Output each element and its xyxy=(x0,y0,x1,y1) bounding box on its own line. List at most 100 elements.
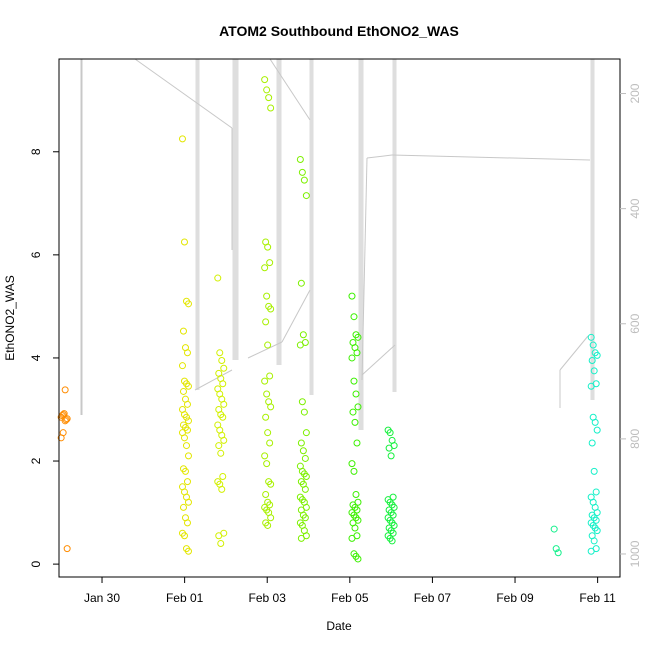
data-point xyxy=(182,413,190,421)
data-point xyxy=(263,292,271,300)
data-point xyxy=(179,327,187,335)
data-point xyxy=(593,351,601,359)
data-point xyxy=(266,372,274,380)
data-point xyxy=(354,403,362,411)
data-point xyxy=(263,86,271,94)
data-point xyxy=(301,485,309,493)
data-point xyxy=(218,485,226,493)
data-point xyxy=(297,534,305,542)
data-point xyxy=(348,292,356,300)
altitude-trace-segment xyxy=(269,58,311,121)
data-point xyxy=(215,532,223,540)
altitude-trace-segment xyxy=(281,289,311,343)
data-point xyxy=(387,452,395,460)
data-point xyxy=(350,377,358,385)
y-tick-label: 0 xyxy=(29,560,43,567)
data-point xyxy=(300,176,308,184)
data-point xyxy=(302,192,310,200)
data-point xyxy=(591,418,599,426)
data-point xyxy=(180,434,188,442)
data-point xyxy=(61,417,69,425)
data-point xyxy=(593,426,601,434)
data-point xyxy=(267,305,275,313)
data-point xyxy=(554,549,562,557)
data-point xyxy=(588,357,596,365)
data-point xyxy=(302,429,310,437)
data-point xyxy=(266,439,274,447)
data-point xyxy=(267,514,275,522)
x-axis-label: Date xyxy=(326,619,352,633)
altitude-trace xyxy=(80,58,595,430)
data-point xyxy=(59,411,67,419)
data-point xyxy=(350,313,358,321)
data-point xyxy=(299,331,307,339)
data-point xyxy=(180,532,188,540)
data-point xyxy=(220,436,228,444)
data-point xyxy=(299,447,307,455)
right-tick-label: 800 xyxy=(628,429,642,449)
data-point xyxy=(178,135,186,143)
data-point xyxy=(264,521,272,529)
data-point xyxy=(261,76,269,84)
x-tick-label: Feb 09 xyxy=(496,591,534,605)
data-point xyxy=(219,413,227,421)
data-point xyxy=(351,418,359,426)
data-point xyxy=(354,333,362,341)
data-point xyxy=(296,156,304,164)
data-point xyxy=(593,527,601,535)
x-axis: Jan 30 Feb 01 Feb 03 Feb 05 Feb 07 Feb 09 Feb … xyxy=(84,577,616,605)
data-point xyxy=(590,367,598,375)
y-axis: 0 2 4 6 8 xyxy=(29,148,59,567)
data-point xyxy=(266,259,274,267)
data-point xyxy=(184,547,192,555)
right-tick-label: 1000 xyxy=(628,540,642,567)
y-axis-label: EthONO2_WAS xyxy=(3,275,17,361)
data-point xyxy=(220,364,228,372)
data-point xyxy=(262,413,270,421)
right-axis: 200 400 600 800 1000 xyxy=(620,83,642,567)
data-point xyxy=(61,386,69,394)
data-point xyxy=(587,382,595,390)
data-point xyxy=(262,318,270,326)
data-point xyxy=(297,439,305,447)
data-point xyxy=(354,555,362,563)
data-point xyxy=(220,400,228,408)
data-point xyxy=(348,460,356,468)
data-point xyxy=(385,444,393,452)
altitude-trace-segment xyxy=(134,58,233,129)
data-point xyxy=(261,264,269,272)
data-point xyxy=(263,390,271,398)
altitude-trace-segment xyxy=(361,344,396,376)
right-tick-label: 200 xyxy=(628,83,642,103)
altitude-trace-segment xyxy=(391,154,591,161)
data-point xyxy=(63,545,71,553)
data-point xyxy=(298,398,306,406)
data-point xyxy=(183,478,191,486)
data-point xyxy=(353,439,361,447)
data-point xyxy=(261,452,269,460)
data-point xyxy=(590,537,598,545)
data-point xyxy=(215,442,223,450)
data-point xyxy=(265,94,273,102)
altitude-trace-segment xyxy=(194,369,233,391)
y-tick-label: 2 xyxy=(29,457,43,464)
data-point xyxy=(352,390,360,398)
plot-frame xyxy=(58,58,621,578)
data-point xyxy=(353,349,361,357)
data-point xyxy=(60,410,68,418)
data-point xyxy=(183,400,191,408)
data-point xyxy=(183,519,191,527)
data-point xyxy=(216,349,224,357)
data-point xyxy=(179,503,187,511)
altitude-trace-segment xyxy=(366,154,393,159)
x-tick-label: Feb 05 xyxy=(331,591,369,605)
data-point xyxy=(182,442,190,450)
data-point xyxy=(300,408,308,416)
altitude-trace-segment xyxy=(559,335,589,371)
data-point xyxy=(179,387,187,395)
x-tick-label: Feb 01 xyxy=(166,591,204,605)
data-point xyxy=(350,467,358,475)
data-point xyxy=(352,491,360,499)
data-point xyxy=(264,429,272,437)
